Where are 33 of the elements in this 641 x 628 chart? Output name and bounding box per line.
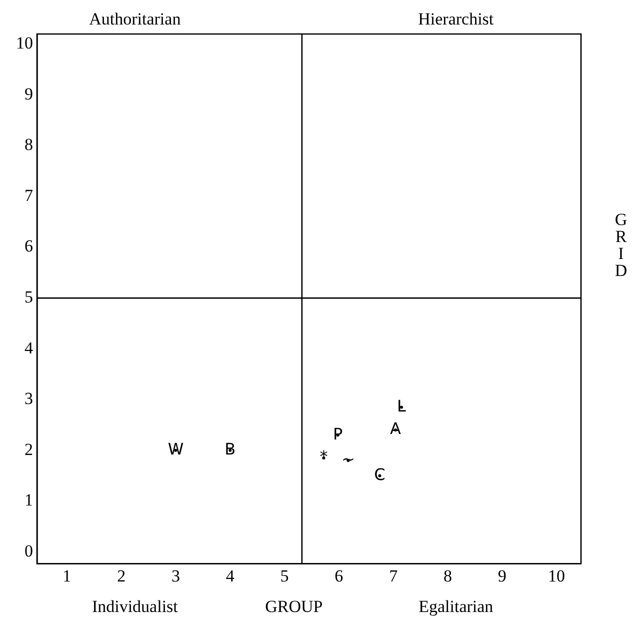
text: Hierarchist <box>418 9 494 28</box>
x-tick-label: 3 <box>171 566 180 586</box>
x-tick-label: 6 <box>334 566 344 586</box>
y-tick-label: 6 <box>24 236 33 256</box>
text: Authoritarian <box>89 9 182 28</box>
y-tick-label: 9 <box>24 84 33 104</box>
x-axis-title: GROUP <box>265 597 323 616</box>
series-label: C <box>374 464 386 484</box>
x-tick-label: 9 <box>498 566 506 586</box>
x-tick-label: 10 <box>548 566 566 586</box>
y-tick-label: 2 <box>24 440 33 459</box>
y-tick-label: 0 <box>24 541 33 560</box>
x-tick-label: 8 <box>443 566 452 586</box>
x-tick-label: 7 <box>389 566 398 586</box>
y-tick-label: 10 <box>16 34 33 53</box>
y-tick-label: 7 <box>24 186 34 205</box>
text: Individualist <box>92 597 178 616</box>
y-axis-title: GRID <box>614 210 628 280</box>
y-tick-label: 1 <box>24 490 33 510</box>
y-tick-label: 8 <box>24 135 33 154</box>
y-tick-label: 5 <box>24 288 33 307</box>
text: Egalitarian <box>418 597 494 616</box>
x-tick-label: 1 <box>62 566 72 586</box>
y-tick-label: 4 <box>24 338 34 358</box>
x-tick-label: 5 <box>280 566 289 586</box>
x-tick-label: 2 <box>117 566 126 586</box>
series-label: * <box>320 447 328 466</box>
series-label: B <box>224 440 236 459</box>
x-tick-label: 4 <box>226 566 235 586</box>
series-label: W <box>168 440 184 459</box>
series-label: L <box>397 396 406 416</box>
series-label: A <box>390 419 402 438</box>
y-tick-label: 3 <box>24 389 33 408</box>
